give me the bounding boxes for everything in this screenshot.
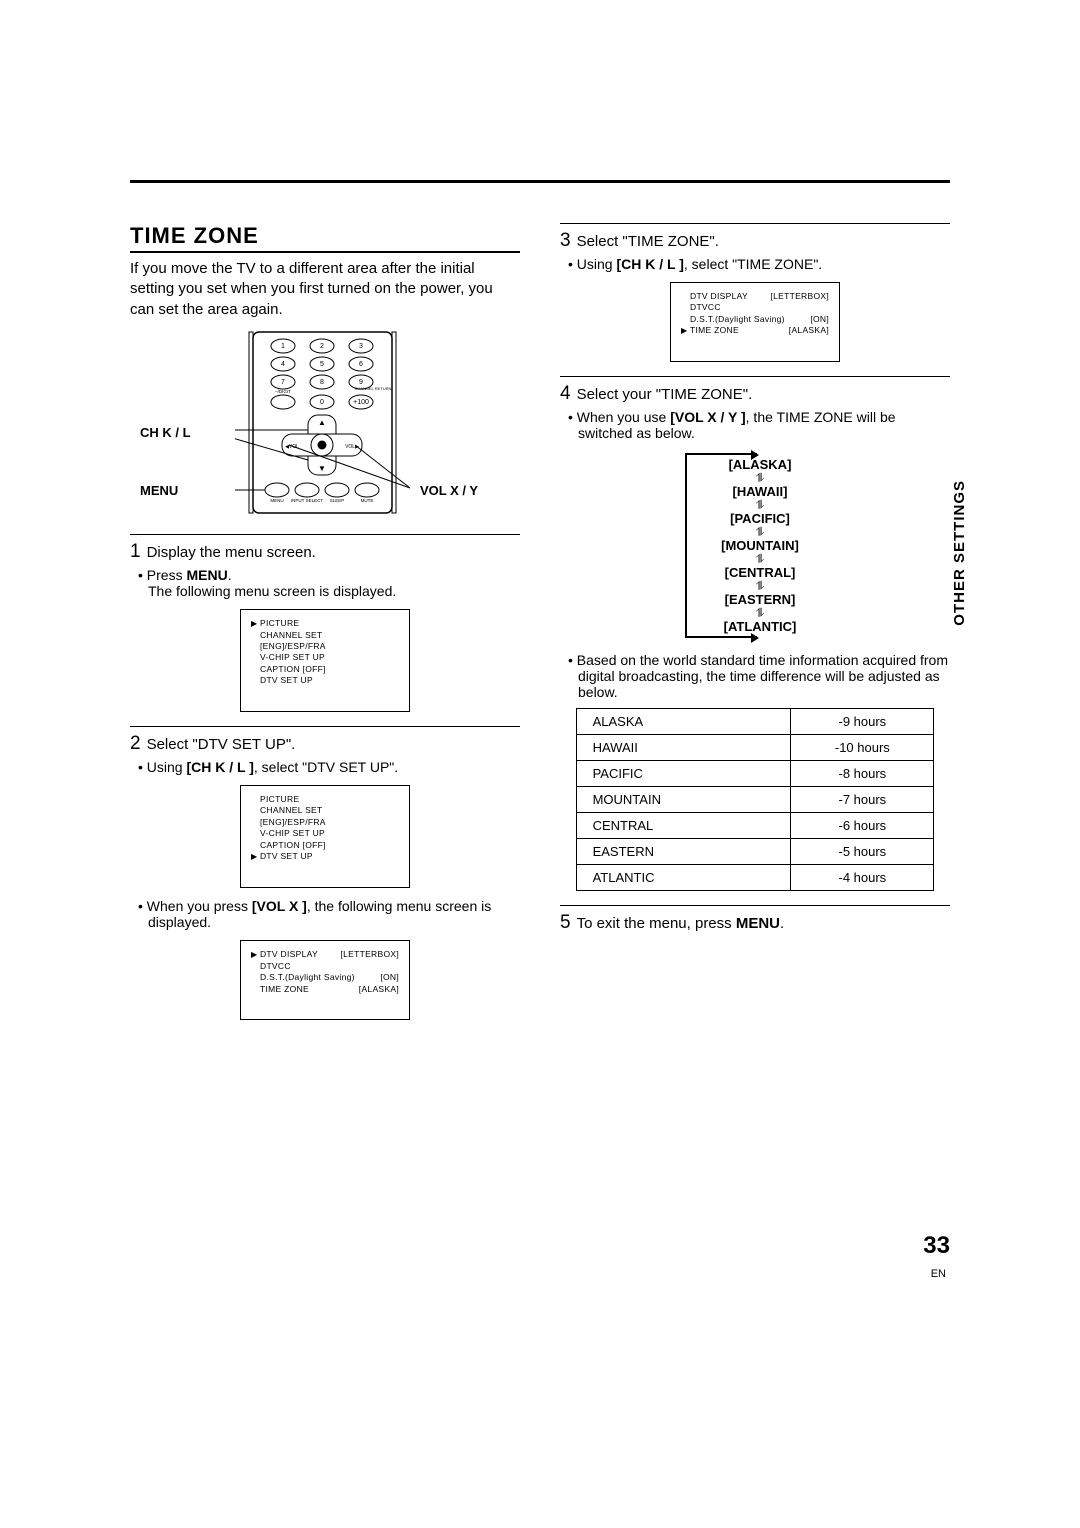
timezone-offset-table: ALASKA-9 hoursHAWAII-10 hoursPACIFIC-8 h… — [576, 708, 935, 891]
remote-label-vol: VOL X / Y — [420, 483, 478, 498]
step-3: 3Select "TIME ZONE". — [560, 230, 950, 252]
remote-diagram: CH K / L MENU VOL X / Y 1 2 3 4 5 6 — [130, 330, 520, 520]
tz-chain-item: [PACIFIC] — [687, 511, 825, 526]
svg-text:8: 8 — [320, 379, 324, 386]
menu-row: TIME ZONE[ALASKA] — [251, 984, 399, 995]
svg-text:1: 1 — [281, 343, 285, 350]
updown-arrow-icon: ⥮ — [687, 580, 825, 592]
svg-text:SLEEP: SLEEP — [330, 498, 345, 503]
menu-row: CHANNEL SET — [251, 630, 399, 641]
remote-label-ch: CH K / L — [140, 425, 191, 440]
svg-text:▼: ▼ — [318, 464, 326, 473]
svg-text:6: 6 — [359, 361, 363, 368]
menu-screen-dtv-2: DTV DISPLAY[LETTERBOX]DTVCCD.S.T.(Daylig… — [670, 282, 840, 362]
table-row: MOUNTAIN-7 hours — [576, 787, 934, 813]
step-4: 4Select your "TIME ZONE". — [560, 383, 950, 405]
menu-row: CAPTION [OFF] — [251, 664, 399, 675]
two-column-layout: TIME ZONE If you move the TV to a differ… — [130, 223, 950, 1030]
menu-row: DTV SET UP — [251, 851, 399, 863]
svg-text:+100: +100 — [353, 399, 369, 406]
menu-row: CAPTION [OFF] — [251, 840, 399, 851]
updown-arrow-icon: ⥮ — [687, 553, 825, 565]
step-4-bullet-1: When you use [VOL X / Y ], the TIME ZONE… — [578, 409, 950, 441]
svg-text:CHANNEL RETURN: CHANNEL RETURN — [355, 386, 392, 391]
menu-row: DTV DISPLAY[LETTERBOX] — [681, 291, 829, 302]
svg-text:▲: ▲ — [318, 418, 326, 427]
svg-text:0: 0 — [320, 399, 324, 406]
remote-svg: 1 2 3 4 5 6 7 8 9 0 +100 –/DIGIT CHA — [235, 330, 410, 515]
tz-chain-item: [HAWAII] — [687, 484, 825, 499]
tz-chain-item: [ATLANTIC] — [687, 619, 825, 634]
step-2: 2Select "DTV SET UP". — [130, 733, 520, 755]
updown-arrow-icon: ⥮ — [687, 499, 825, 511]
updown-arrow-icon: ⥮ — [687, 472, 825, 484]
menu-screen-main-1: PICTURECHANNEL SET[ENG]/ESP/FRAV-CHIP SE… — [240, 609, 410, 712]
tz-chain-item: [MOUNTAIN] — [687, 538, 825, 553]
menu-row: V-CHIP SET UP — [251, 652, 399, 663]
table-row: EASTERN-5 hours — [576, 839, 934, 865]
menu-row: DTV SET UP — [251, 675, 399, 686]
menu-row: PICTURE — [251, 794, 399, 805]
top-rule — [130, 180, 950, 183]
svg-text:INPUT SELECT: INPUT SELECT — [291, 498, 323, 503]
step-1: 1Display the menu screen. — [130, 541, 520, 563]
section-intro: If you move the TV to a different area a… — [130, 259, 520, 320]
menu-row: D.S.T.(Daylight Saving)[ON] — [251, 972, 399, 983]
menu-row: DTVCC — [251, 961, 399, 972]
updown-arrow-icon: ⥮ — [687, 526, 825, 538]
right-column: 3Select "TIME ZONE". Using [CH K / L ], … — [560, 223, 950, 1030]
svg-text:2: 2 — [320, 343, 324, 350]
svg-text:5: 5 — [320, 361, 324, 368]
step-2-bullet-2: When you press [VOL X ], the following m… — [148, 898, 520, 930]
table-row: ATLANTIC-4 hours — [576, 865, 934, 891]
table-row: PACIFIC-8 hours — [576, 761, 934, 787]
menu-row: CHANNEL SET — [251, 805, 399, 816]
step-5: 5To exit the menu, press MENU. — [560, 912, 950, 934]
svg-text:MENU: MENU — [270, 498, 283, 503]
step-3-bullet: Using [CH K / L ], select "TIME ZONE". — [578, 256, 950, 272]
menu-row: DTV DISPLAY[LETTERBOX] — [251, 949, 399, 961]
menu-row: PICTURE — [251, 618, 399, 630]
table-row: ALASKA-9 hours — [576, 709, 934, 735]
section-title: TIME ZONE — [130, 223, 520, 253]
side-tab-other-settings: OTHER SETTINGS — [951, 480, 968, 626]
menu-row: D.S.T.(Daylight Saving)[ON] — [681, 314, 829, 325]
tz-chain-item: [EASTERN] — [687, 592, 825, 607]
menu-row: [ENG]/ESP/FRA — [251, 641, 399, 652]
menu-row: DTVCC — [681, 302, 829, 313]
manual-page: OTHER SETTINGS TIME ZONE If you move the… — [130, 180, 950, 1030]
page-number: 33 — [923, 1232, 950, 1260]
timezone-chain: [ALASKA]⥮[HAWAII]⥮[PACIFIC]⥮[MOUNTAIN]⥮[… — [685, 453, 825, 638]
menu-row: [ENG]/ESP/FRA — [251, 817, 399, 828]
svg-text:◀VOL: ◀VOL — [285, 444, 299, 450]
page-lang: EN — [931, 1268, 946, 1280]
menu-row: TIME ZONE[ALASKA] — [681, 325, 829, 337]
updown-arrow-icon: ⥮ — [687, 607, 825, 619]
left-column: TIME ZONE If you move the TV to a differ… — [130, 223, 520, 1030]
step-2-bullet-1: Using [CH K / L ], select "DTV SET UP". — [148, 759, 520, 775]
tz-chain-item: [CENTRAL] — [687, 565, 825, 580]
table-row: HAWAII-10 hours — [576, 735, 934, 761]
table-row: CENTRAL-6 hours — [576, 813, 934, 839]
svg-text:7: 7 — [281, 379, 285, 386]
menu-screen-main-2: PICTURECHANNEL SET[ENG]/ESP/FRAV-CHIP SE… — [240, 785, 410, 888]
svg-text:–/DIGIT: –/DIGIT — [275, 389, 291, 394]
step-4-bullet-2: Based on the world standard time informa… — [578, 652, 950, 700]
menu-row: V-CHIP SET UP — [251, 828, 399, 839]
svg-text:MUTE: MUTE — [361, 498, 374, 503]
remote-label-menu: MENU — [140, 483, 178, 498]
step-1-bullet: Press MENU. The following menu screen is… — [148, 567, 520, 599]
svg-text:4: 4 — [281, 361, 285, 368]
svg-text:9: 9 — [359, 379, 363, 386]
menu-screen-dtv-1: DTV DISPLAY[LETTERBOX]DTVCCD.S.T.(Daylig… — [240, 940, 410, 1020]
svg-text:3: 3 — [359, 343, 363, 350]
